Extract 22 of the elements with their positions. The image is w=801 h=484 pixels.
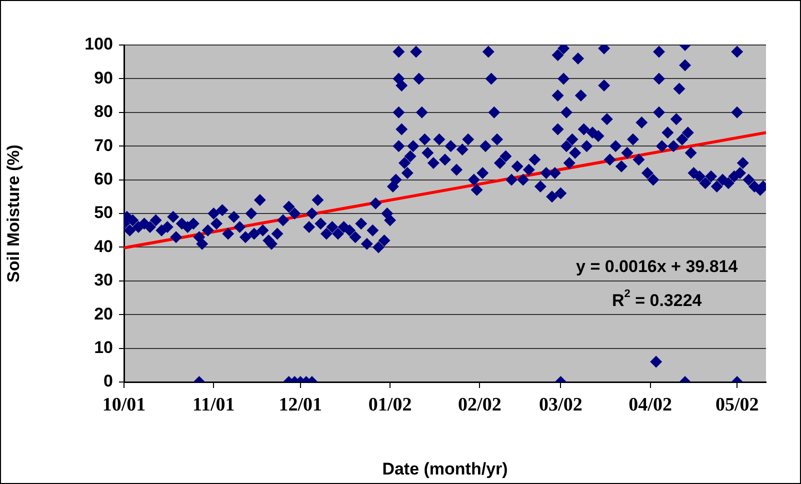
x-tick-label: 01/02 [368, 394, 412, 416]
y-tick-label: 30 [94, 270, 113, 290]
y-tick-label: 10 [94, 338, 113, 357]
y-tick-label: 60 [94, 169, 113, 188]
x-tick-label: 10/01 [102, 394, 146, 416]
x-tick-label: 04/02 [628, 394, 672, 416]
y-tick-label: 100 [84, 34, 113, 54]
y-tick-label: 20 [94, 304, 113, 324]
x-axis-title: Date (month/yr) [382, 459, 508, 478]
x-tick-label: 12/01 [278, 394, 322, 416]
x-tick-label: 03/02 [539, 394, 582, 416]
y-tick-label: 90 [94, 68, 113, 88]
y-tick-label: 80 [94, 102, 113, 122]
y-axis-title: Soil Moisture (%) [4, 144, 23, 282]
x-tick-label: 05/02 [715, 394, 759, 416]
y-tick-label: 0 [104, 372, 113, 391]
y-tick-label: 70 [94, 136, 113, 155]
x-tick-label: 11/01 [192, 394, 235, 416]
y-tick-label: 40 [94, 236, 113, 256]
annotation: y = 0.0016x + 39.814 [576, 257, 738, 276]
x-tick-label: 02/02 [458, 394, 502, 416]
y-tick-label: 50 [94, 203, 113, 222]
